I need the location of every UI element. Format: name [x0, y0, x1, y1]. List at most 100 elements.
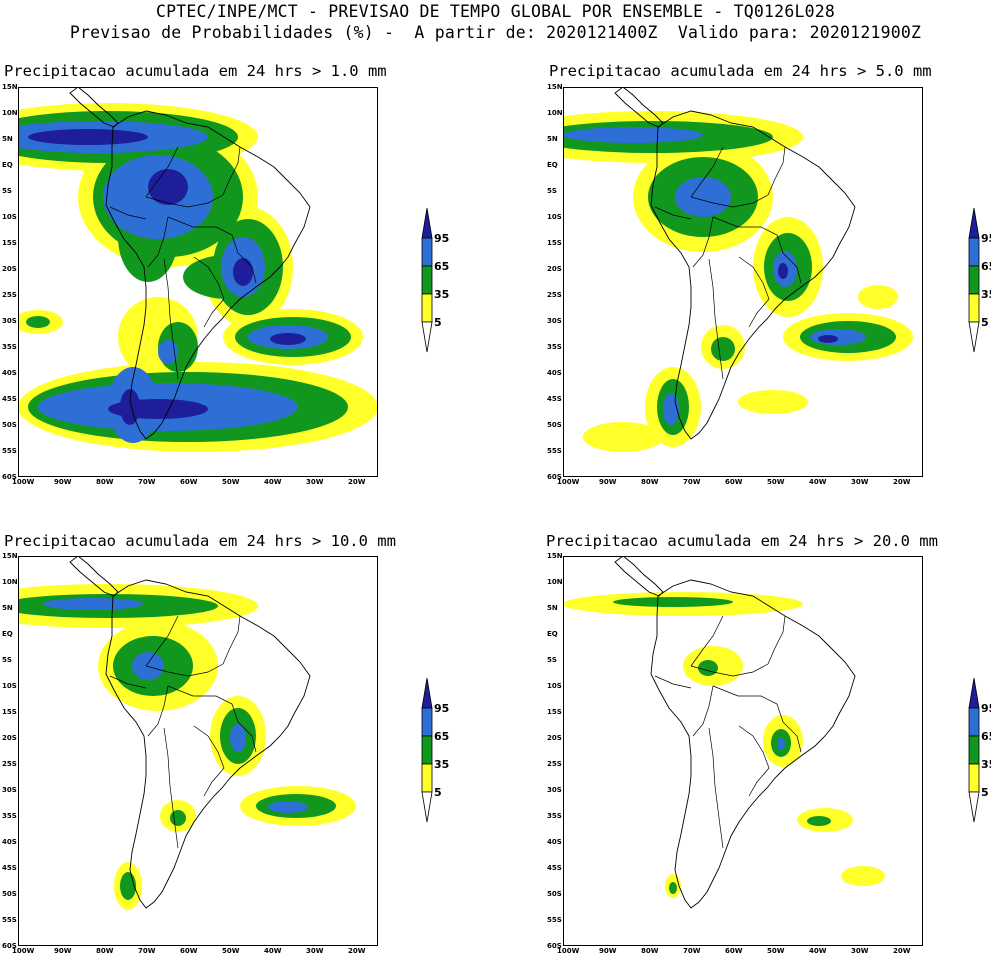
south-america-coastline: [105, 110, 311, 440]
precip-field: [563, 111, 913, 452]
colorbar-swatch: [968, 735, 980, 765]
lon-tick-label: 50W: [222, 478, 240, 486]
lat-tick-label: 45S: [2, 395, 17, 403]
colorbar-label: 35: [434, 758, 449, 771]
lat-tick-label: 15N: [547, 552, 563, 560]
precip-contour: [613, 597, 733, 607]
lat-tick-label: 15N: [547, 83, 563, 91]
lon-tick-label: 90W: [599, 947, 617, 955]
map-panel-1mm: 15N 10N 5N EQ 5S 10S 15S 20S 25S 30S 35S 40S 45S 50S 5…: [2, 83, 378, 486]
central-america-coastline: [69, 556, 119, 597]
precip-contour: [810, 329, 866, 345]
colorbar-label: 5: [434, 316, 442, 329]
lon-tick-label: 70W: [138, 478, 156, 486]
country-border: [654, 206, 692, 220]
lon-tick-label: 30W: [306, 478, 324, 486]
precip-contour: [233, 258, 253, 286]
central-america-coastline: [614, 87, 664, 128]
lon-tick-label: 70W: [138, 947, 156, 955]
colorbar-swatch: [968, 707, 980, 737]
colorbar-swatch: [968, 791, 980, 823]
central-america-coastline: [69, 87, 119, 128]
map-panel-10mm: 15N 10N 5N EQ 5S 10S 15S 20S 25S 30S 35S 40S 45S 50S 5…: [2, 552, 378, 955]
lat-tick-label: 60S: [2, 473, 17, 481]
lat-tick-label: 10S: [2, 682, 17, 690]
lon-tick-label: 90W: [599, 478, 617, 486]
lon-tick-label: 40W: [264, 478, 282, 486]
map-panel-5mm: 15N 10N 5N EQ 5S 10S 15S 20S 25S 30S 35S 40S 45S 50S 5…: [547, 83, 923, 486]
lat-tick-label: 60S: [547, 942, 562, 950]
panel-2-title: Precipitacao acumulada em 24 hrs > 5.0 m…: [549, 62, 932, 80]
lat-tick-label: 5S: [2, 656, 12, 664]
lat-tick-label: 25S: [2, 760, 17, 768]
country-border: [193, 256, 225, 300]
country-border: [167, 685, 239, 723]
colorbar-swatch: [968, 677, 980, 709]
precip-contour: [841, 866, 885, 886]
colorbar-svg: 95 65 35 5: [421, 207, 449, 353]
lat-tick-label: 60S: [2, 942, 17, 950]
country-border: [203, 298, 225, 328]
lon-tick-label: 20W: [348, 478, 366, 486]
lon-tick-label: 40W: [809, 947, 827, 955]
colorbar-panel-3: 95 65 35 5: [417, 677, 457, 828]
lat-tick-label: 5N: [547, 604, 558, 612]
lat-tick-label: 55S: [547, 447, 562, 455]
lon-tick-label: 40W: [809, 478, 827, 486]
lon-tick-label: 80W: [96, 947, 114, 955]
map-frame: [18, 87, 378, 477]
lon-tick-label: 60W: [725, 947, 743, 955]
lon-tick-label: 60W: [180, 478, 198, 486]
colorbar-swatch: [421, 207, 433, 239]
colorbar-swatch: [421, 791, 433, 823]
lon-tick-label: 50W: [767, 947, 785, 955]
country-border: [167, 216, 239, 254]
lon-tick-label: 100W: [557, 947, 580, 955]
country-border: [145, 615, 179, 667]
colorbar-swatch: [421, 293, 433, 323]
precip-contour: [698, 660, 718, 676]
country-border: [708, 727, 724, 849]
country-border: [738, 256, 770, 300]
country-border: [237, 721, 257, 753]
lat-tick-label: 5S: [547, 187, 557, 195]
colorbar-panel-4: 95 65 35 5: [964, 677, 991, 828]
precip-contour: [26, 316, 50, 328]
precip-contour: [270, 333, 306, 345]
country-border: [163, 258, 179, 380]
lat-tick-label: 15N: [2, 83, 18, 91]
country-border: [690, 146, 724, 198]
lat-tick-label: 50S: [2, 890, 17, 898]
lat-tick-label: 15S: [547, 708, 562, 716]
lat-tick-label: 5N: [547, 135, 558, 143]
country-border: [145, 146, 179, 198]
country-border: [767, 615, 786, 665]
country-border: [748, 767, 770, 797]
header-title: CPTEC/INPE/MCT - PREVISAO DE TEMPO GLOBA…: [156, 2, 835, 21]
colorbar-label: 95: [434, 702, 449, 715]
lon-tick-label: 80W: [641, 478, 659, 486]
colorbar-label: 5: [981, 316, 989, 329]
country-border: [145, 663, 224, 677]
lat-tick-label: EQ: [2, 161, 13, 169]
lat-tick-label: 5S: [2, 187, 12, 195]
map-frame: [563, 556, 923, 946]
country-border: [145, 194, 224, 208]
map-svg: [18, 556, 378, 946]
lat-tick-label: 15S: [2, 239, 17, 247]
precip-contour: [675, 177, 731, 217]
panel-4-title: Precipitacao acumulada em 24 hrs > 20.0 …: [546, 532, 938, 550]
country-border: [109, 675, 147, 689]
precip-contour: [858, 285, 898, 309]
map-frame: [18, 556, 378, 946]
lat-tick-label: 50S: [2, 421, 17, 429]
panel-3-title: Precipitacao acumulada em 24 hrs > 10.0 …: [4, 532, 396, 550]
precip-contour: [669, 882, 677, 894]
country-border: [147, 685, 169, 737]
lat-tick-label: 25S: [547, 291, 562, 299]
lon-tick-label: 100W: [12, 947, 35, 955]
colorbar-svg: 95 65 35 5: [421, 677, 449, 823]
lat-tick-label: 10N: [2, 109, 18, 117]
country-border: [203, 767, 225, 797]
south-america-coastline: [650, 110, 856, 440]
